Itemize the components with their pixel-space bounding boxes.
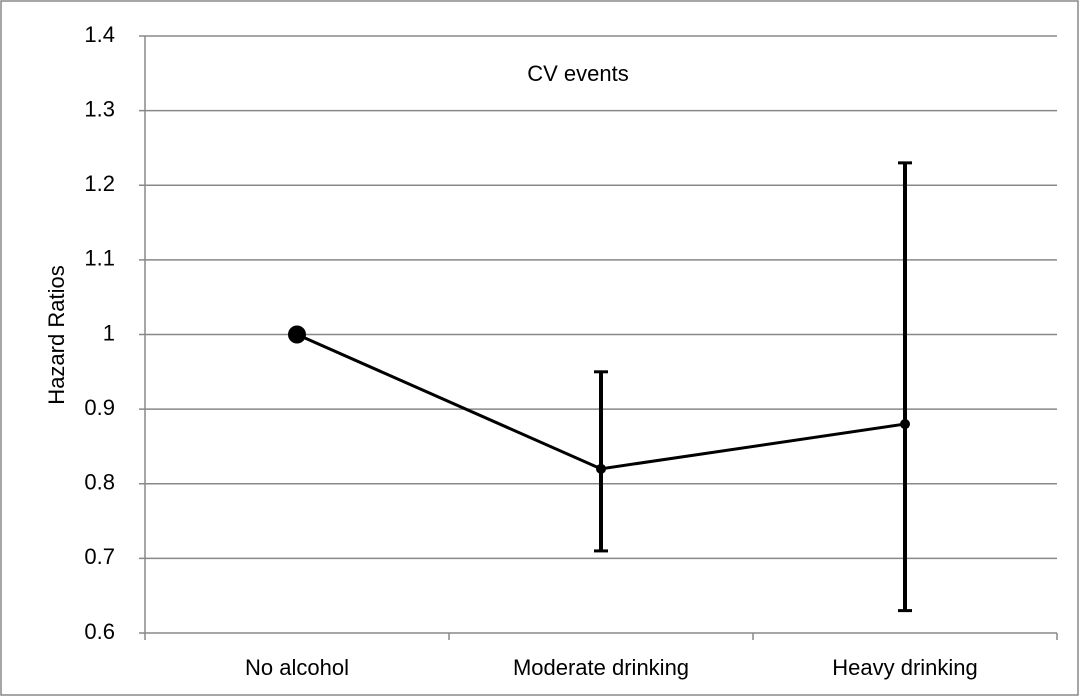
data-point bbox=[288, 325, 306, 344]
y-tick-label: 1.3 bbox=[84, 96, 115, 121]
y-tick-label: 0.7 bbox=[84, 544, 115, 569]
y-tick-label: 0.8 bbox=[84, 470, 115, 495]
x-tick-label: No alcohol bbox=[245, 655, 349, 680]
y-tick-label: 0.6 bbox=[84, 619, 115, 644]
data-point bbox=[900, 419, 910, 430]
y-tick-label: 1.4 bbox=[84, 22, 115, 47]
chart-title: CV events bbox=[527, 61, 629, 86]
data-point bbox=[596, 463, 606, 474]
y-tick-label: 1.2 bbox=[84, 171, 115, 196]
y-tick-label: 1 bbox=[103, 320, 115, 345]
y-axis-label: Hazard Ratios bbox=[44, 265, 69, 404]
y-tick-label: 1.1 bbox=[84, 246, 115, 271]
x-tick-label: Moderate drinking bbox=[513, 655, 689, 680]
y-tick-label: 0.9 bbox=[84, 395, 115, 420]
x-tick-label: Heavy drinking bbox=[832, 655, 978, 680]
